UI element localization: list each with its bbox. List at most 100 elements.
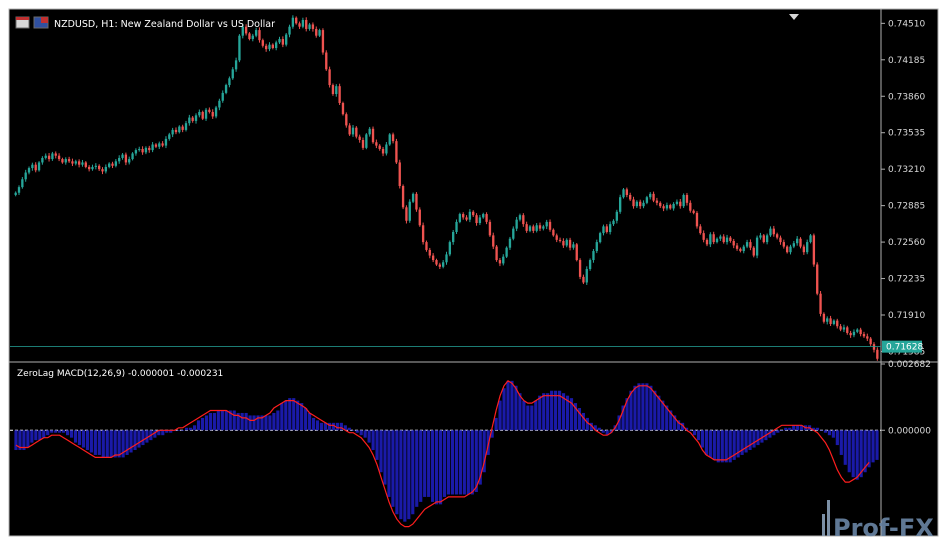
candle-body: [568, 239, 572, 248]
macd-bar: [732, 430, 736, 460]
candle-body: [502, 256, 505, 264]
candle-body: [839, 326, 842, 330]
chart-icons[interactable]: [15, 16, 49, 29]
candle-body: [441, 262, 445, 267]
candle: [709, 232, 712, 248]
macd-bar: [363, 430, 367, 438]
macd-bar: [379, 430, 383, 473]
candle: [67, 156, 71, 163]
candle: [438, 262, 441, 270]
candle-body: [258, 30, 261, 41]
candle: [702, 230, 705, 243]
candle-body: [194, 115, 198, 121]
macd-bar: [284, 400, 288, 431]
candle-body: [662, 206, 665, 209]
macd-bar: [46, 430, 50, 436]
macd-bar: [835, 430, 839, 446]
candle-body: [161, 143, 164, 146]
macd-bar: [684, 427, 689, 431]
candle: [498, 258, 502, 267]
candle: [295, 16, 298, 25]
macd-bar: [847, 430, 851, 473]
candle-body: [238, 35, 241, 61]
candle-body: [241, 26, 244, 36]
candle-body: [361, 140, 365, 148]
candle: [431, 253, 435, 263]
candle: [325, 50, 328, 71]
candle: [669, 203, 672, 210]
macd-bar: [18, 430, 22, 451]
candle: [662, 204, 665, 212]
macd-bar: [407, 430, 411, 520]
macd-bar: [272, 412, 276, 431]
macd-bar: [185, 427, 189, 431]
macd-bar: [50, 430, 54, 433]
candle-body: [508, 238, 512, 248]
candle: [652, 191, 655, 203]
candle-body: [538, 225, 542, 229]
macd-bar: [554, 390, 558, 431]
candle-body: [555, 235, 558, 240]
macd-bar: [442, 430, 447, 497]
candle: [719, 234, 722, 241]
candle: [462, 212, 465, 220]
candle: [345, 112, 348, 128]
macd-bar: [54, 430, 58, 433]
candle: [108, 162, 111, 169]
candle-body: [261, 40, 264, 46]
candle-body: [598, 233, 602, 243]
candle: [792, 240, 796, 249]
macd-bar: [490, 430, 494, 438]
candle: [378, 144, 381, 151]
candle-body: [188, 117, 191, 124]
candle: [465, 215, 468, 222]
macd-bar: [327, 422, 332, 431]
candle-body: [719, 236, 722, 239]
candle: [508, 236, 512, 250]
macd-bar: [557, 390, 562, 431]
candle: [552, 228, 555, 237]
macd-bar: [109, 430, 113, 458]
candle-body: [505, 247, 508, 257]
candle: [188, 114, 191, 126]
candle-body: [649, 193, 652, 198]
candle-body: [351, 127, 355, 135]
macd-bar: [113, 430, 117, 458]
candle: [852, 329, 856, 338]
candle: [856, 328, 859, 334]
macd-bar: [399, 430, 403, 520]
candle: [445, 251, 448, 265]
candle-body: [655, 200, 659, 203]
candle: [532, 224, 535, 234]
macd-bar: [502, 388, 506, 431]
candle-body: [31, 164, 34, 169]
candle-body: [311, 24, 315, 29]
candle-body: [796, 238, 799, 244]
candle: [649, 192, 652, 200]
candle-body: [398, 162, 401, 186]
candle: [582, 274, 585, 285]
price-panel[interactable]: [8, 8, 939, 365]
candle: [548, 219, 552, 232]
chart-shift-marker[interactable]: [789, 14, 799, 20]
candle-body: [428, 249, 431, 256]
candle: [859, 327, 862, 337]
macd-bar: [204, 415, 209, 431]
macd-bar: [688, 430, 693, 431]
macd-bar: [220, 410, 224, 431]
candle-body: [228, 78, 231, 86]
candle: [164, 136, 168, 149]
candle-body: [548, 221, 552, 230]
candle-body: [859, 329, 862, 335]
candle-body: [308, 24, 311, 29]
candle: [685, 192, 689, 206]
candle: [836, 318, 839, 329]
macd-bar: [661, 400, 665, 431]
macd-bar: [696, 430, 701, 441]
candle: [595, 239, 598, 254]
candle: [124, 152, 128, 166]
macd-bar: [601, 430, 605, 433]
candle-body: [465, 217, 468, 220]
candle-body: [51, 153, 54, 160]
candle-body: [358, 136, 361, 141]
